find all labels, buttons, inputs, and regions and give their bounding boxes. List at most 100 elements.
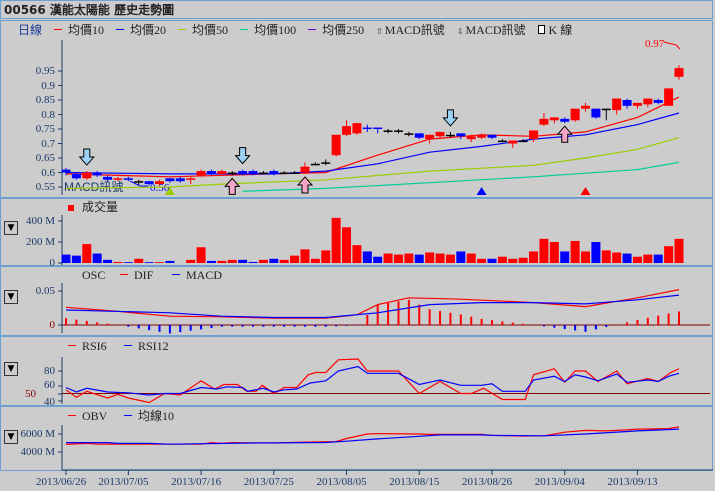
legend-dif-label: DIF	[134, 268, 154, 282]
volume-bar	[362, 251, 372, 263]
volume-bar	[71, 255, 81, 263]
legend-ma100-label: 均價100	[254, 23, 297, 37]
price-tick-label: 0.55	[35, 181, 55, 193]
volume-bar	[393, 254, 403, 263]
legend-macd-label: MACD	[186, 268, 223, 282]
candle-body	[92, 172, 102, 176]
candle-body	[529, 130, 539, 140]
osc-bar	[75, 319, 78, 325]
osc-bar	[272, 325, 275, 327]
candle-body	[518, 140, 528, 143]
volume-bar	[674, 238, 684, 263]
volume-bar	[383, 253, 393, 263]
osc-bar	[210, 325, 213, 329]
volume-tick-label: 200 M	[25, 236, 55, 248]
legend-ma50-label: 均價50	[192, 23, 229, 37]
candle-body	[123, 178, 133, 180]
volume-bar	[612, 252, 622, 263]
volume-bar	[560, 251, 570, 263]
candle-body	[601, 108, 611, 111]
candle-body	[269, 171, 279, 174]
osc-bar	[366, 314, 369, 325]
osc-bar	[428, 309, 431, 325]
legend-macd-sell[interactable]: ⇩ MACD訊號	[457, 23, 526, 39]
price-tick-label: 0.7	[41, 137, 55, 150]
buy-signal-arrow-icon	[224, 177, 241, 195]
candle-body	[591, 108, 601, 118]
volume-bar	[238, 259, 248, 263]
osc-bar	[407, 299, 410, 325]
macd-dropdown-button[interactable]: ▼	[4, 290, 18, 304]
legend-ma50[interactable]: 均價50	[178, 23, 228, 39]
volume-bar	[217, 260, 227, 263]
candle-body	[321, 162, 331, 164]
candle-body	[539, 118, 549, 125]
legend-ma250[interactable]: 均價250	[308, 23, 364, 39]
macd-tick-label: 0	[49, 319, 56, 331]
legend-volume: 成交量	[68, 200, 118, 214]
obv-avg10-line	[66, 428, 680, 445]
osc-bar	[241, 325, 244, 327]
candle-body	[456, 133, 466, 137]
period-daily-label[interactable]: 日線	[18, 23, 43, 37]
signal-triangle-icon	[164, 187, 175, 195]
price-tick-label: 0.65	[35, 152, 55, 164]
legend-kline[interactable]: K 線	[537, 23, 572, 39]
candle-body	[258, 172, 268, 174]
volume-tick-label: 0	[49, 257, 56, 269]
candle-body	[248, 171, 258, 174]
buy-signal-arrow-icon	[296, 176, 314, 194]
volume-bar	[113, 261, 123, 263]
osc-bar	[137, 325, 140, 329]
osc-bar	[584, 325, 587, 332]
volume-bar	[82, 244, 92, 263]
legend-rsi12: RSI12	[124, 339, 169, 353]
volume-bar	[373, 256, 383, 263]
volume-bar	[477, 258, 487, 263]
osc-bar	[314, 325, 317, 327]
volume-bar	[518, 257, 528, 263]
rsi-tick-label: 50	[25, 387, 36, 400]
legend-macd: MACD	[172, 268, 222, 282]
legend-ma10[interactable]: 均價10	[54, 23, 104, 39]
legend-ma250-label: 均價250	[322, 23, 365, 37]
volume-bar	[435, 253, 445, 263]
rsi-dropdown-button[interactable]: ▼	[4, 362, 18, 376]
date-label: 2013/09/13	[607, 476, 658, 488]
candle-body	[549, 117, 559, 121]
volume-bar	[196, 247, 206, 263]
macd-signal-label: MACD訊號	[64, 180, 124, 194]
legend-obv-avg10: 均線10	[124, 409, 174, 423]
price-tick-label: 0.9	[41, 79, 55, 92]
volume-bar	[664, 246, 674, 263]
candle-body	[477, 134, 487, 138]
volume-dropdown-button[interactable]: ▼	[4, 221, 18, 235]
date-label: 2013/07/16	[171, 476, 222, 488]
legend-ma100[interactable]: 均價100	[240, 23, 296, 39]
volume-bar	[123, 262, 133, 263]
legend-macd-buy[interactable]: ⇧ MACD訊號	[376, 23, 445, 39]
volume-bar	[352, 245, 362, 263]
osc-bar	[501, 321, 504, 325]
legend-rsi6: RSI6	[68, 339, 107, 353]
legend-rsi6-label: RSI6	[82, 339, 107, 353]
signal-triangle-icon	[580, 187, 591, 195]
rsi-tick-label: 80	[44, 365, 55, 377]
osc-bar	[636, 319, 639, 325]
candle-body	[404, 133, 414, 135]
rsi-panel	[0, 336, 713, 406]
candle-body	[103, 176, 113, 180]
low-pointer-line	[129, 180, 148, 187]
sell-signal-arrow-icon	[234, 147, 251, 165]
date-label: 2013/07/25	[243, 476, 294, 488]
volume-bar	[155, 262, 165, 263]
candle-body	[445, 134, 455, 137]
candle-body	[331, 134, 341, 156]
legend-ma20[interactable]: 均價20	[116, 23, 166, 39]
candle-body	[342, 126, 352, 135]
obv-dropdown-button[interactable]: ▼	[4, 430, 18, 444]
osc-bar	[252, 325, 255, 327]
volume-bar	[508, 258, 518, 263]
candle-body	[279, 172, 289, 174]
osc-bar	[522, 323, 525, 325]
